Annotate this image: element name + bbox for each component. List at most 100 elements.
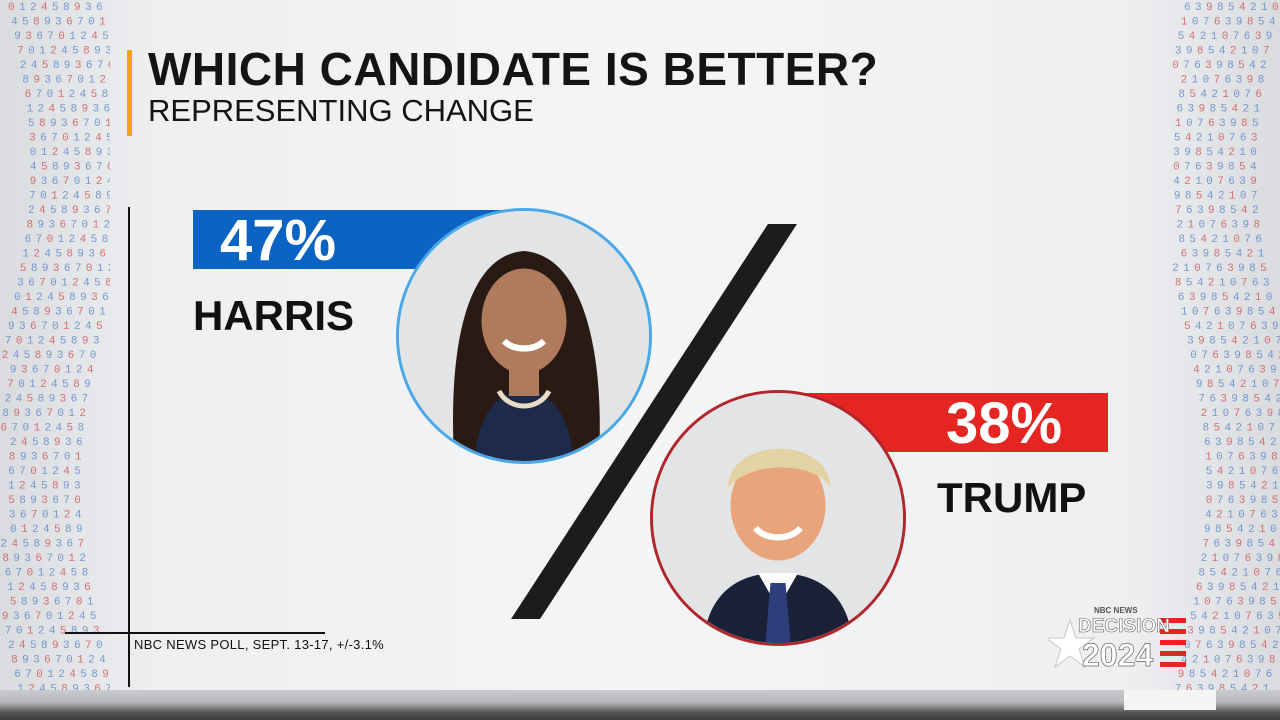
pattern-digit: 2 bbox=[1192, 655, 1199, 667]
pattern-digit: 4 bbox=[11, 17, 18, 29]
pattern-digit: 2 bbox=[1201, 553, 1208, 565]
pattern-digit: 0 bbox=[1244, 669, 1251, 681]
pattern-digit: 8 bbox=[2, 553, 9, 565]
pattern-digit: 1 bbox=[19, 2, 26, 14]
pattern-digit: 9 bbox=[1203, 249, 1210, 261]
pattern-digit: 3 bbox=[19, 321, 26, 333]
pattern-digit: 2 bbox=[52, 147, 59, 159]
pattern-digit: 4 bbox=[1207, 191, 1214, 203]
pattern-digit: 3 bbox=[1247, 655, 1254, 667]
pattern-digit: 5 bbox=[30, 640, 37, 652]
pattern-digit: 1 bbox=[1188, 220, 1195, 232]
pattern-digit: 7 bbox=[1214, 75, 1221, 87]
pattern-digit: 9 bbox=[1184, 147, 1191, 159]
pattern-digit: 1 bbox=[38, 568, 45, 580]
pattern-digit: 6 bbox=[1196, 582, 1203, 594]
pattern-digit: 6 bbox=[28, 278, 35, 290]
pattern-digit: 1 bbox=[1247, 423, 1254, 435]
pattern-digit: 4 bbox=[39, 205, 46, 217]
pattern-digit: 9 bbox=[1204, 524, 1211, 536]
pattern-digit: 6 bbox=[59, 220, 66, 232]
pattern-digit: 2 bbox=[1242, 104, 1249, 116]
pattern-digit: 7 bbox=[70, 220, 77, 232]
pattern-digit: 1 bbox=[27, 626, 34, 638]
pattern-digit: 9 bbox=[50, 118, 57, 130]
pattern-digit: 4 bbox=[1200, 89, 1207, 101]
pattern-digit: 0 bbox=[1266, 292, 1273, 304]
pattern-digit: 0 bbox=[16, 626, 23, 638]
pattern-digit: 1 bbox=[27, 336, 34, 348]
pattern-digit: 8 bbox=[102, 234, 109, 246]
pattern-digit: 1 bbox=[1207, 133, 1214, 145]
pattern-digit: 4 bbox=[83, 278, 90, 290]
pattern-digit: 8 bbox=[1185, 191, 1192, 203]
pattern-digit: 4 bbox=[1173, 176, 1180, 188]
pattern-digit: 7 bbox=[5, 626, 12, 638]
pattern-digit: 6 bbox=[5, 568, 12, 580]
pattern-digit: 9 bbox=[1230, 118, 1237, 130]
page-subtitle: REPRESENTING CHANGE bbox=[148, 93, 534, 128]
pattern-digit: 0 bbox=[1206, 176, 1213, 188]
pattern-digit: 4 bbox=[1201, 611, 1208, 623]
pattern-digit: 0 bbox=[77, 75, 84, 87]
pattern-digit: 0 bbox=[27, 568, 34, 580]
pattern-digit: 6 bbox=[86, 60, 93, 72]
pattern-digit: 6 bbox=[1216, 263, 1223, 275]
pattern-digit: 6 bbox=[102, 292, 109, 304]
pattern-digit: 2 bbox=[1230, 46, 1237, 58]
pattern-digit: 9 bbox=[82, 626, 89, 638]
pattern-digit: 1 bbox=[1229, 191, 1236, 203]
pattern-digit: 5 bbox=[60, 336, 67, 348]
pattern-digit: 9 bbox=[64, 60, 71, 72]
pattern-digit: 1 bbox=[1258, 249, 1265, 261]
pattern-digit: 7 bbox=[1275, 626, 1280, 638]
pattern-digit: 0 bbox=[1199, 220, 1206, 232]
pattern-digit: 8 bbox=[1242, 394, 1249, 406]
pattern-digit: 7 bbox=[1203, 307, 1210, 319]
data-label-trump: 38% bbox=[946, 391, 1063, 456]
pattern-digit: 2 bbox=[108, 263, 110, 275]
pattern-digit: 9 bbox=[1236, 17, 1243, 29]
pattern-digit: 6 bbox=[1255, 89, 1262, 101]
pattern-digit: 0 bbox=[1173, 162, 1180, 174]
pattern-digit: 1 bbox=[41, 147, 48, 159]
pattern-digit: 0 bbox=[8, 2, 15, 14]
ticker-highlight bbox=[1124, 690, 1216, 710]
pattern-digit: 5 bbox=[27, 394, 34, 406]
pattern-digit: 0 bbox=[76, 597, 83, 609]
pattern-digit: 2 bbox=[52, 466, 59, 478]
pattern-digit: 4 bbox=[39, 684, 46, 691]
pattern-digit: 4 bbox=[61, 46, 68, 58]
pattern-digit: 5 bbox=[1260, 263, 1267, 275]
pattern-digit: 6 bbox=[84, 582, 91, 594]
pattern-digit: 2 bbox=[1247, 249, 1254, 261]
pattern-digit: 2 bbox=[74, 321, 81, 333]
pattern-digit: 1 bbox=[77, 655, 84, 667]
pattern-digit: 7 bbox=[1251, 191, 1258, 203]
pattern-digit: 1 bbox=[1181, 307, 1188, 319]
pattern-digit: 2 bbox=[1184, 176, 1191, 188]
pattern-digit: 6 bbox=[20, 510, 27, 522]
pattern-digit: 6 bbox=[68, 350, 75, 362]
pattern-digit: 5 bbox=[52, 2, 59, 14]
pattern-digit: 6 bbox=[32, 365, 39, 377]
pattern-digit: 6 bbox=[1236, 655, 1243, 667]
pattern-digit: 2 bbox=[32, 524, 39, 536]
pattern-digit: 8 bbox=[105, 278, 110, 290]
pattern-digit: 4 bbox=[1264, 394, 1271, 406]
pattern-digit: 2 bbox=[1206, 321, 1213, 333]
pattern-digit: 1 bbox=[1239, 466, 1246, 478]
pattern-digit: 7 bbox=[55, 655, 62, 667]
pattern-digit: 9 bbox=[1267, 408, 1274, 420]
pattern-digit: 7 bbox=[1269, 423, 1276, 435]
pattern-digit: 5 bbox=[58, 292, 65, 304]
pattern-digit: 5 bbox=[40, 582, 47, 594]
pattern-digit: 4 bbox=[80, 234, 87, 246]
pattern-digit: 0 bbox=[66, 655, 73, 667]
pattern-digit: 7 bbox=[1184, 162, 1191, 174]
pattern-digit: 9 bbox=[30, 176, 37, 188]
pattern-digit: 8 bbox=[1261, 495, 1268, 507]
pattern-digit: 0 bbox=[10, 524, 17, 536]
pattern-digit: 3 bbox=[9, 510, 16, 522]
pattern-digit: 9 bbox=[1208, 205, 1215, 217]
